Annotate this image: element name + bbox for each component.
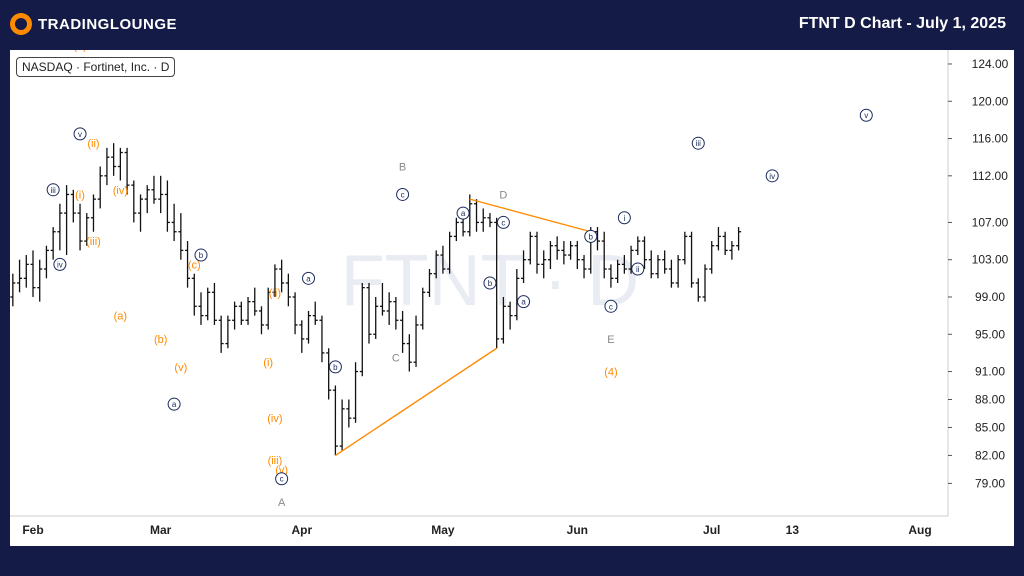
- wave-label: iv: [57, 260, 63, 269]
- wave-label: (3): [73, 50, 86, 52]
- wave-label: (iii): [268, 455, 283, 467]
- wave-label: iv: [769, 172, 775, 181]
- wave-label: (a): [114, 311, 127, 323]
- wave-label-circle: [194, 248, 208, 262]
- wave-label: E: [607, 334, 614, 346]
- wave-label: (ii): [269, 287, 281, 299]
- wave-label-circle: [46, 183, 60, 197]
- wave-label: B: [399, 162, 406, 174]
- wave-label-circle: [275, 472, 289, 486]
- price-tick-label: 124.00: [972, 57, 1009, 71]
- wave-label: a: [521, 298, 526, 307]
- wave-label-circle: [691, 136, 705, 150]
- wave-label-circle: [167, 397, 181, 411]
- price-tick-label: 107.00: [972, 215, 1009, 229]
- wave-label: (v): [174, 362, 187, 374]
- wave-label: i: [623, 214, 625, 223]
- time-tick-label: Mar: [150, 523, 172, 537]
- time-tick-label: Apr: [291, 523, 312, 537]
- price-tick-label: 120.00: [972, 94, 1009, 108]
- brand-name: TRADINGLOUNGE: [38, 15, 177, 33]
- wave-label-circle: [328, 360, 342, 374]
- price-tick-label: 85.00: [975, 420, 1005, 434]
- wave-label: v: [78, 130, 82, 139]
- wave-label: ii: [636, 265, 640, 274]
- wave-label: c: [401, 190, 405, 199]
- trend-line: [469, 198, 591, 233]
- wave-label: (ii): [87, 138, 99, 150]
- chart-panel: [10, 50, 1014, 546]
- trend-line: [335, 347, 498, 457]
- price-tick-label: 88.00: [975, 393, 1005, 407]
- wave-label-circle: [617, 211, 631, 225]
- wave-label-circle: [765, 169, 779, 183]
- time-tick-label: 13: [786, 523, 800, 537]
- brand-logo-block: TRADINGLOUNGE: [10, 12, 177, 36]
- wave-label: v: [864, 111, 868, 120]
- price-tick-label: 116.00: [972, 132, 1008, 146]
- wave-label: c: [501, 218, 505, 227]
- price-tick-label: 99.00: [975, 290, 1005, 304]
- wave-label-circle: [631, 262, 645, 276]
- wave-label: a: [172, 400, 177, 409]
- wave-label: A: [278, 497, 286, 509]
- chart-title: FTNT D Chart - July 1, 2025: [798, 15, 1006, 32]
- price-tick-label: 82.00: [975, 448, 1005, 462]
- wave-label-circle: [73, 127, 87, 141]
- wave-label: (iv): [113, 185, 128, 197]
- wave-label: a: [461, 209, 466, 218]
- symbol-legend: NASDAQ · Fortinet, Inc. · D: [16, 57, 176, 77]
- wave-label-circle: [584, 229, 598, 243]
- wave-label-circle: [456, 206, 470, 220]
- time-tick-label: Aug: [908, 523, 931, 537]
- wave-label: (i): [263, 357, 273, 369]
- wave-label: (iv): [267, 413, 282, 425]
- price-tick-label: 79.00: [975, 476, 1005, 490]
- wave-label: (i): [75, 189, 85, 201]
- wave-label: C: [392, 353, 400, 365]
- wave-label-circle: [604, 299, 618, 313]
- time-tick-label: Feb: [22, 523, 43, 537]
- price-tick-label: 112.00: [972, 169, 1008, 183]
- wave-label-circle: [53, 257, 67, 271]
- wave-label-circle: [396, 187, 410, 201]
- wave-label: (c): [188, 259, 201, 271]
- time-tick-label: Jun: [567, 523, 588, 537]
- wave-label: b: [488, 279, 493, 288]
- wave-label: b: [589, 232, 594, 241]
- price-tick-label: 103.00: [972, 253, 1009, 267]
- wave-label: (iii): [86, 236, 101, 248]
- brand-logo-icon: [10, 13, 32, 35]
- wave-label: iii: [50, 186, 56, 195]
- wave-label: c: [280, 475, 284, 484]
- wave-label: (4): [604, 367, 617, 379]
- wave-label-circle: [483, 276, 497, 290]
- time-tick-label: Jul: [703, 523, 720, 537]
- wave-label: b: [333, 363, 338, 372]
- price-chart[interactable]: FTNT · D124.00120.00116.00112.00107.0010…: [10, 50, 1014, 546]
- wave-label-circle: [496, 215, 510, 229]
- wave-label: b: [199, 251, 204, 260]
- time-tick-label: May: [431, 523, 455, 537]
- wave-label-circle: [859, 108, 873, 122]
- price-tick-label: 95.00: [975, 327, 1005, 341]
- wave-label-circle: [302, 271, 316, 285]
- wave-label: D: [499, 189, 507, 201]
- wave-label: (b): [154, 334, 167, 346]
- wave-label: a: [306, 274, 311, 283]
- wave-label: iii: [696, 139, 702, 148]
- wave-label: c: [609, 302, 613, 311]
- wave-label-circle: [517, 295, 531, 309]
- price-tick-label: 91.00: [975, 365, 1005, 379]
